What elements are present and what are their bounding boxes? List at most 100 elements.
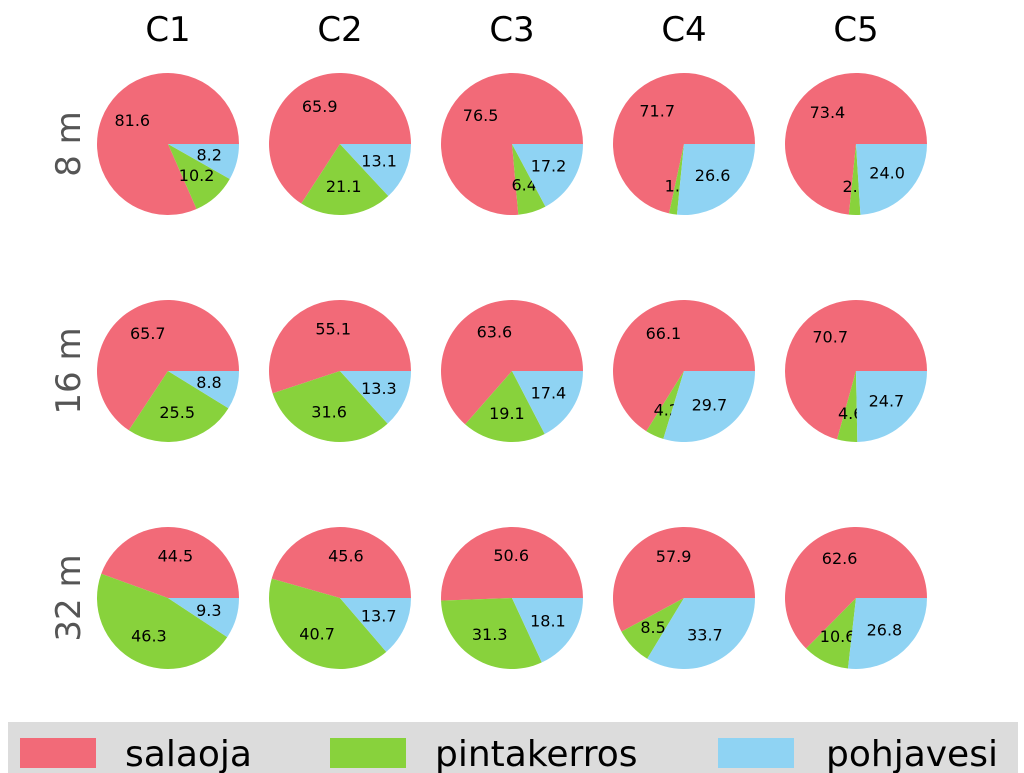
pie-c5-8m: 73.42.624.0 — [784, 72, 928, 215]
data-label-pintakerros: 10.6 — [820, 627, 856, 646]
slice-pohjavesi — [663, 371, 755, 443]
data-label-pintakerros: 10.2 — [179, 166, 215, 185]
legend-label-pohjavesi: pohjavesi — [826, 734, 998, 773]
slice-pintakerros — [806, 598, 856, 669]
slice-salaoja — [784, 299, 927, 440]
column-header-c2: C2 — [317, 10, 362, 50]
data-label-pohjavesi: 24.7 — [869, 391, 905, 410]
slice-salaoja — [440, 73, 583, 216]
slice-pintakerros — [669, 144, 684, 215]
pie-c3-32m: 50.6 31.3 18.1 — [440, 527, 583, 670]
legend-swatch-pintakerros — [330, 738, 406, 768]
pie-c4-8m: 71.71.826.6 — [613, 72, 755, 215]
slice-salaoja — [784, 72, 928, 215]
data-label-salaoja: 81.6 — [114, 111, 150, 130]
slice-pintakerros — [269, 578, 387, 669]
pie-c2-8m: 65.9 21.1 13.1 — [268, 73, 411, 216]
slice-pintakerros — [646, 371, 684, 439]
slice-pohjavesi — [512, 371, 583, 435]
data-label-pintakerros: 6.4 — [511, 175, 536, 194]
slice-salaoja — [612, 526, 755, 632]
slice-pohjavesi — [340, 144, 411, 197]
slice-pohjavesi — [647, 598, 755, 669]
data-label-salaoja: 62.6 — [822, 549, 858, 568]
slice-salaoja — [612, 300, 755, 432]
slice-pintakerros — [441, 598, 542, 670]
pie-c1-8m: 81.6 10.2 8.2 — [96, 72, 239, 215]
slice-pohjavesi — [340, 598, 411, 652]
legend: salaoja pintakerros pohjavesi — [8, 722, 1018, 773]
slice-salaoja — [96, 72, 239, 215]
row-labels: 8 m 16 m 32 m — [49, 111, 89, 641]
data-label-pintakerros: 8.5 — [640, 618, 665, 637]
pie-c3-16m: 63.6 19.1 17.4 — [441, 300, 583, 443]
pie-c1-16m: 65.7 25.58.8 — [96, 300, 239, 443]
data-label-pohjavesi: 33.7 — [687, 626, 723, 645]
slice-pohjavesi — [168, 598, 239, 638]
data-label-pohjavesi: 17.2 — [531, 156, 567, 175]
slice-salaoja — [268, 73, 411, 204]
column-header-c5: C5 — [833, 10, 878, 50]
pie-c2-32m: 45.6 40.7 13.7 — [269, 527, 411, 669]
slice-pintakerros — [465, 371, 545, 443]
slice-pintakerros — [301, 144, 389, 216]
legend-swatch-salaoja — [20, 738, 96, 768]
data-label-pintakerros: 19.1 — [489, 404, 525, 423]
slice-pintakerros — [848, 144, 861, 215]
slice-salaoja — [96, 300, 239, 431]
row-label-32m: 32 m — [49, 554, 89, 641]
slice-pohjavesi — [168, 144, 239, 179]
pie-c5-16m: 70.74.624.7 — [784, 299, 927, 443]
data-label-pohjavesi: 29.7 — [692, 396, 728, 415]
row-label-16m: 16 m — [49, 327, 89, 414]
slice-pintakerros — [168, 144, 230, 209]
data-label-pohjavesi: 8.8 — [196, 373, 221, 392]
slice-pohjavesi — [856, 144, 927, 215]
row-label-8m: 8 m — [49, 111, 89, 177]
data-label-salaoja: 71.7 — [639, 101, 675, 120]
slice-salaoja — [613, 72, 755, 214]
data-label-pohjavesi: 17.4 — [531, 384, 567, 403]
pie-c2-16m: 55.1 31.6 13.3 — [268, 300, 411, 443]
data-label-salaoja: 50.6 — [493, 546, 529, 565]
slice-pohjavesi — [512, 598, 583, 663]
pies: 81.6 10.2 8.2 65.9 21.1 13.1 76.5 6.417.2 71.71.… — [96, 72, 928, 670]
slice-pohjavesi — [856, 371, 927, 442]
pie-c3-8m: 76.5 6.417.2 — [440, 73, 583, 216]
data-label-pohjavesi: 24.0 — [869, 164, 905, 183]
slice-salaoja — [101, 526, 239, 598]
column-header-c3: C3 — [489, 10, 534, 50]
data-label-salaoja: 44.5 — [158, 547, 194, 566]
data-label-pohjavesi: 26.8 — [867, 620, 903, 639]
data-label-salaoja: 65.9 — [302, 97, 338, 116]
data-label-salaoja: 55.1 — [315, 319, 351, 338]
data-label-pohjavesi: 13.3 — [361, 379, 397, 398]
slice-salaoja — [441, 300, 583, 425]
data-label-pintakerros: 46.3 — [131, 627, 167, 646]
legend-background — [8, 722, 1018, 773]
data-label-pohjavesi: 13.1 — [361, 152, 397, 171]
slice-pintakerros — [512, 144, 546, 215]
data-label-pohjavesi: 9.3 — [196, 601, 221, 620]
data-label-salaoja: 70.7 — [812, 328, 848, 347]
slice-pintakerros — [128, 371, 229, 443]
slice-salaoja — [440, 527, 583, 601]
pie-c4-16m: 66.14.2 29.7 — [612, 300, 755, 443]
data-label-salaoja: 63.6 — [477, 323, 513, 342]
data-label-pintakerros: 21.1 — [326, 177, 362, 196]
pie-c5-32m: 62.6 10.6 26.8 — [785, 527, 928, 670]
slice-pintakerros — [96, 573, 228, 670]
slice-salaoja — [268, 300, 411, 394]
data-label-salaoja: 65.7 — [130, 324, 166, 343]
column-header-c4: C4 — [661, 10, 706, 50]
data-label-salaoja: 66.1 — [646, 324, 682, 343]
slice-pohjavesi — [847, 598, 928, 670]
legend-label-salaoja: salaoja — [125, 734, 252, 773]
slice-pohjavesi — [168, 371, 239, 409]
slice-pohjavesi — [676, 144, 755, 215]
pie-c4-32m: 57.9 8.5 33.7 — [612, 526, 755, 669]
data-label-pintakerros: 25.5 — [159, 403, 195, 422]
slice-pohjavesi — [512, 144, 583, 207]
data-label-pohjavesi: 13.7 — [361, 606, 397, 625]
